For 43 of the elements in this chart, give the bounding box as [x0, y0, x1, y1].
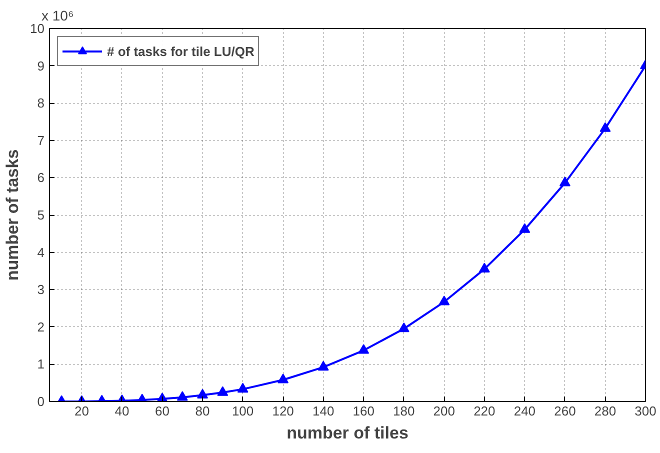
point: [358, 344, 370, 354]
point: [176, 391, 188, 401]
point: [398, 322, 410, 332]
point: [318, 360, 329, 371]
y-tick-label: 2: [37, 319, 45, 334]
point: [519, 223, 530, 233]
point: [478, 262, 490, 272]
point: [278, 374, 289, 384]
y-tick-label: 1: [37, 356, 45, 372]
y-tick-label: 4: [37, 244, 45, 260]
x-tick-label: 160: [352, 404, 374, 418]
y-tick-label: 9: [37, 58, 45, 74]
point: [438, 296, 450, 306]
point: [559, 176, 570, 186]
x-tick-label: 40: [114, 404, 130, 418]
point: [237, 382, 248, 393]
text: x 10⁶: [42, 8, 74, 24]
x-tick-label: 80: [195, 404, 210, 418]
x-tick-label: 100: [232, 404, 254, 418]
x-tick-label: 280: [594, 404, 616, 418]
x-tick-label: 220: [474, 404, 496, 418]
y-tick-label: 5: [37, 208, 45, 222]
point: [217, 386, 228, 396]
y-tick-label: 10: [30, 21, 45, 36]
x-tick-label: 60: [155, 404, 170, 418]
point: [197, 388, 208, 399]
x-tick-label: 240: [514, 404, 536, 418]
legend-label: # of tasks for tile LU/QR: [107, 44, 254, 58]
x-tick-label: 120: [272, 404, 294, 418]
x-tick-label: 200: [433, 404, 456, 418]
y-tick-label: 6: [37, 170, 45, 186]
y-tick-label: 3: [37, 282, 45, 298]
x-tick-label: 140: [312, 404, 334, 418]
y-tick-label: 0: [37, 394, 45, 409]
x-tick-label: 260: [554, 404, 576, 418]
x-tick-label: 180: [393, 404, 415, 418]
x-tick-label: 20: [74, 404, 89, 418]
y-tick-label: 7: [37, 132, 45, 148]
x-axis-title: number of tiles: [286, 424, 408, 442]
y-tick-label: 8: [37, 96, 45, 111]
y-axis-title: number of tasks: [3, 149, 22, 281]
point: [600, 122, 611, 132]
x-tick-label: 300: [634, 404, 656, 418]
